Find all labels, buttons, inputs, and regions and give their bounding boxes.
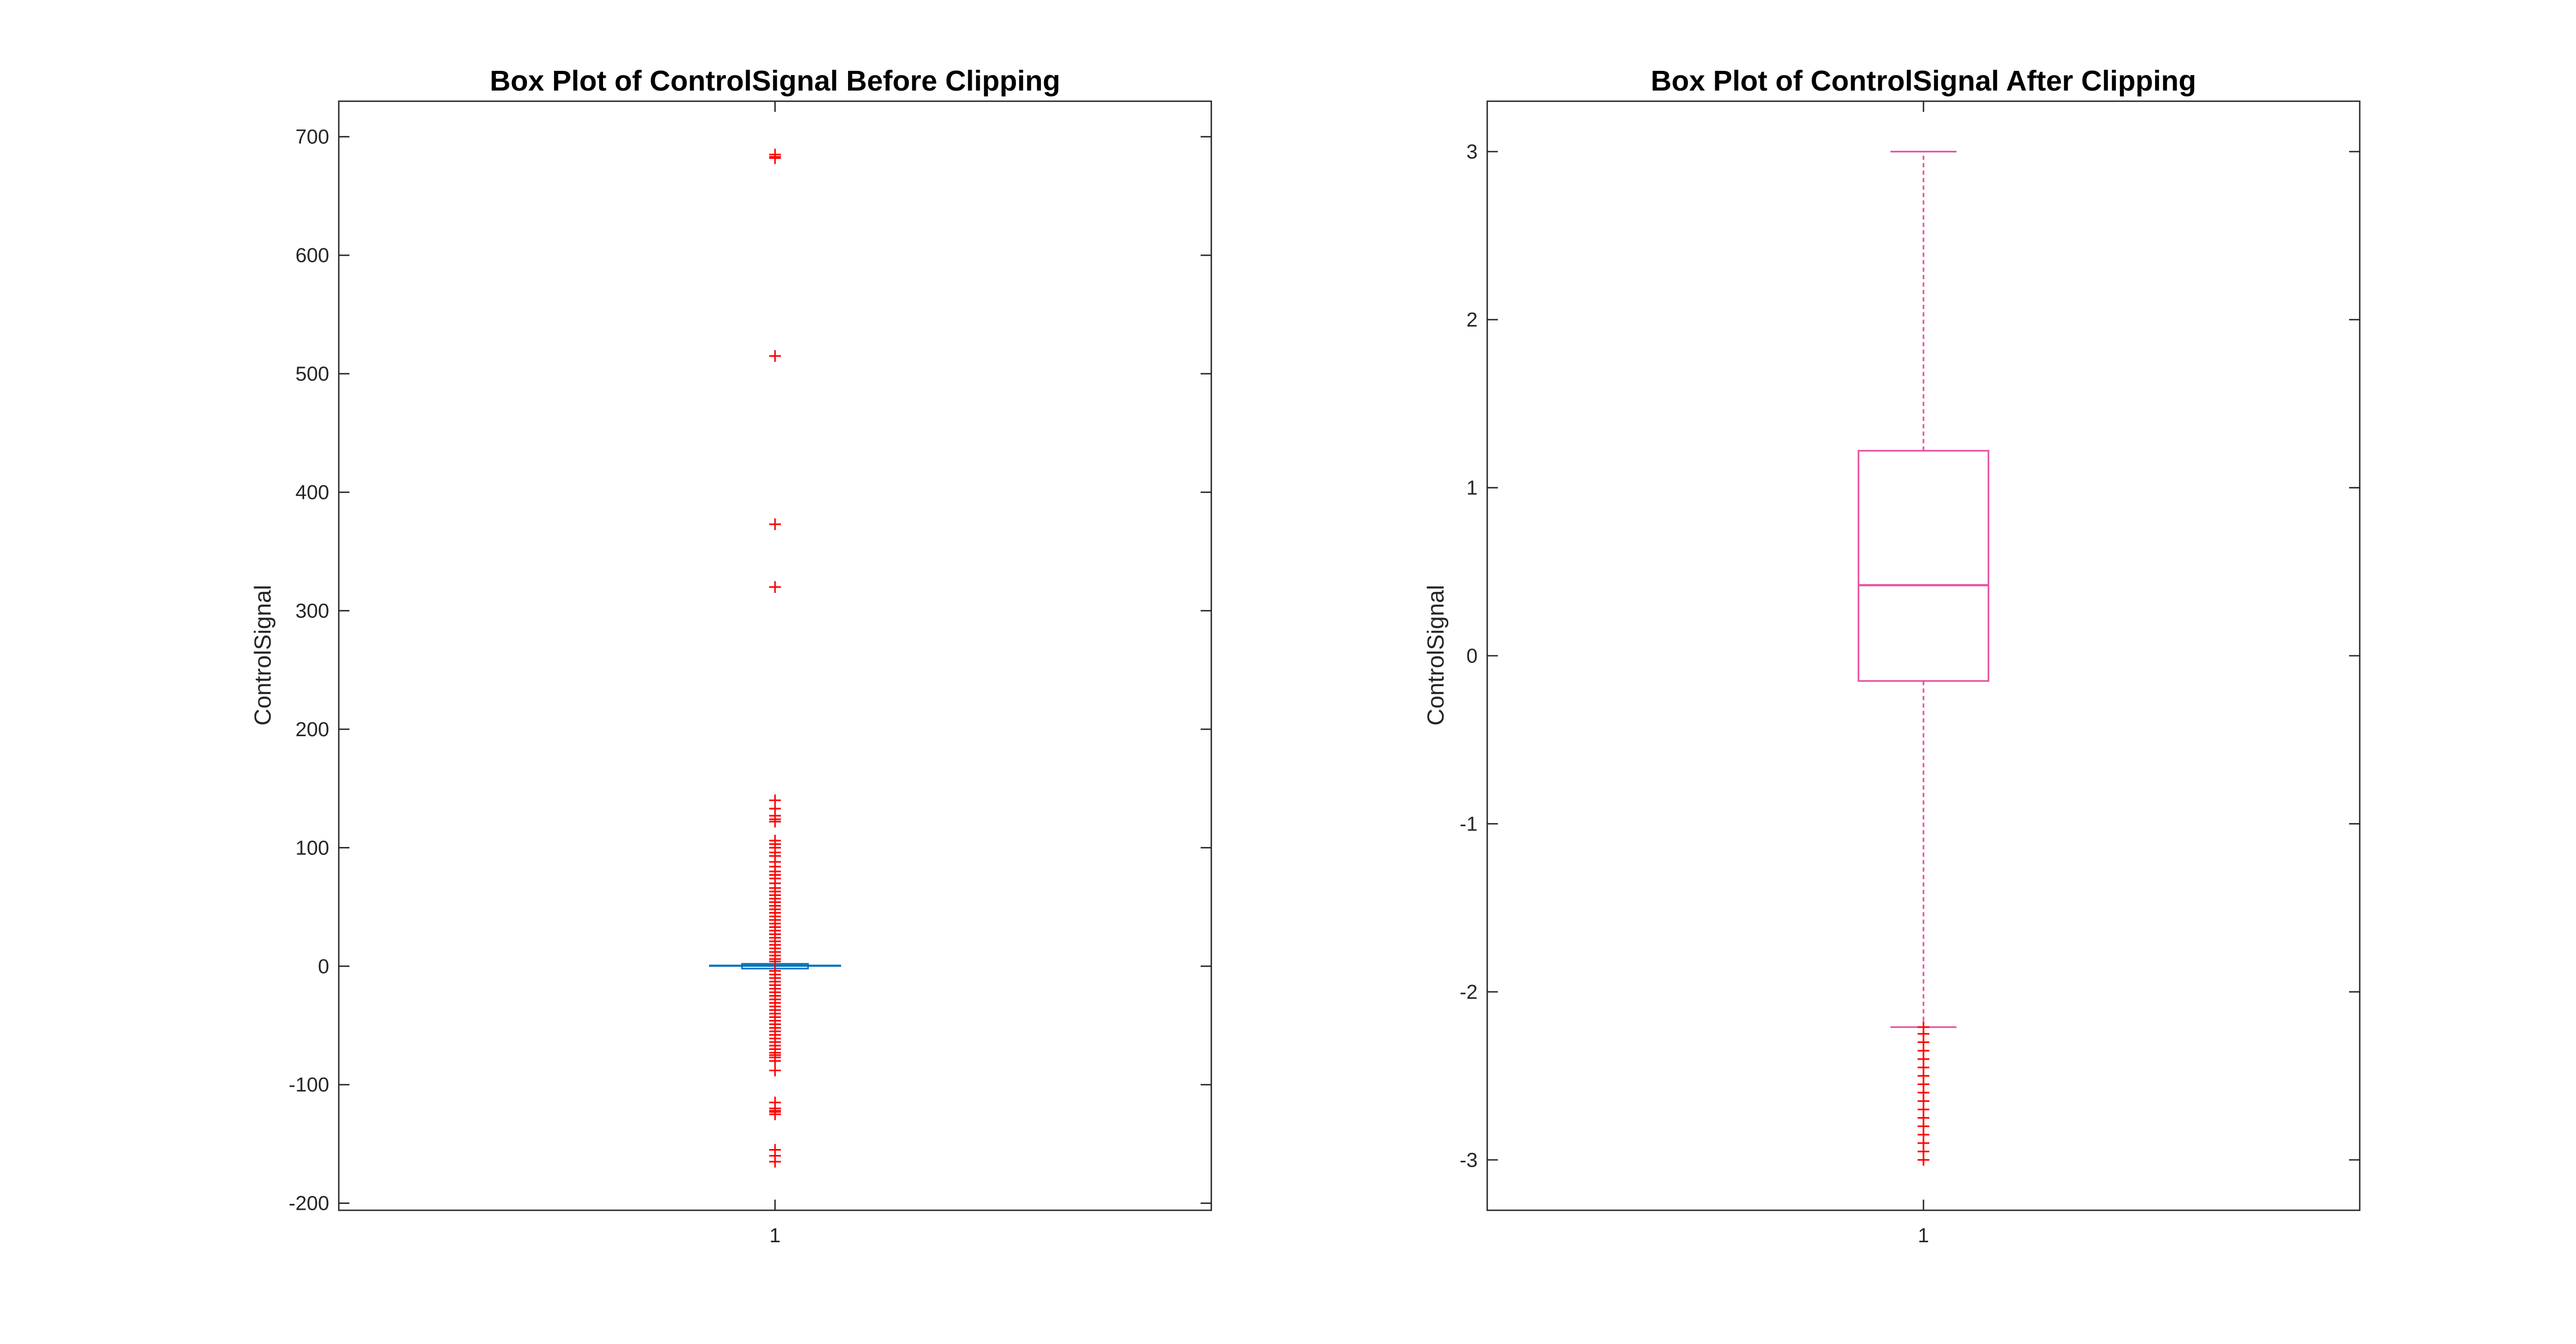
outlier-marker — [1918, 1154, 1929, 1166]
y-tick-label: -2 — [1460, 981, 1478, 1004]
y-tick-label: 700 — [296, 126, 329, 149]
plot-marks — [709, 149, 841, 1168]
box-plot-before-clipping: Box Plot of ControlSignal Before Clippin… — [250, 65, 1212, 1247]
outlier-marker — [769, 1155, 781, 1168]
outlier-marker — [769, 152, 781, 164]
x-axis-ticks: 1 — [1918, 101, 1929, 1247]
y-tick-label: 200 — [296, 719, 329, 741]
y-axis-ticks: -3 -2 -1 0 1 2 3 — [1460, 141, 2360, 1171]
y-axis-ticks: -200 -100 0 100 200 300 400 500 600 700 — [289, 126, 1211, 1215]
y-tick-label: 300 — [296, 600, 329, 622]
y-tick-label: 0 — [318, 956, 329, 978]
outlier-marker — [769, 350, 781, 362]
box-plot-after-clipping: Box Plot of ControlSignal After Clipping… — [1423, 65, 2361, 1247]
y-tick-label: 1 — [1466, 477, 1478, 500]
y-tick-label: 500 — [296, 363, 329, 386]
chart-title: Box Plot of ControlSignal After Clipping — [1651, 65, 2196, 97]
y-tick-label: -100 — [289, 1074, 329, 1096]
chart-title: Box Plot of ControlSignal Before Clippin… — [490, 65, 1061, 97]
x-tick-label: 1 — [1918, 1225, 1929, 1247]
y-axis-label: ControlSignal — [250, 585, 276, 726]
y-tick-label: -3 — [1460, 1149, 1478, 1171]
y-tick-label: -1 — [1460, 813, 1478, 835]
outlier-marker — [769, 518, 781, 531]
outlier-marker — [769, 1064, 781, 1077]
y-tick-label: 3 — [1466, 141, 1478, 164]
y-axis-label: ControlSignal — [1423, 585, 1449, 726]
plot-marks — [1857, 151, 1990, 1166]
y-tick-label: 0 — [1466, 645, 1478, 667]
x-axis-ticks: 1 — [769, 101, 781, 1247]
axes-frame — [338, 100, 1212, 1211]
y-tick-label: 400 — [296, 482, 329, 504]
axes-frame — [1486, 100, 2361, 1211]
x-tick-label: 1 — [769, 1225, 780, 1247]
y-tick-label: -200 — [289, 1193, 329, 1215]
outlier-marker — [769, 581, 781, 593]
outlier-marker — [769, 816, 781, 828]
outlier-marker — [769, 1108, 781, 1120]
y-tick-label: 600 — [296, 245, 329, 267]
y-tick-label: 100 — [296, 837, 329, 859]
box-iqr — [1857, 450, 1990, 682]
y-tick-label: 2 — [1466, 309, 1478, 331]
